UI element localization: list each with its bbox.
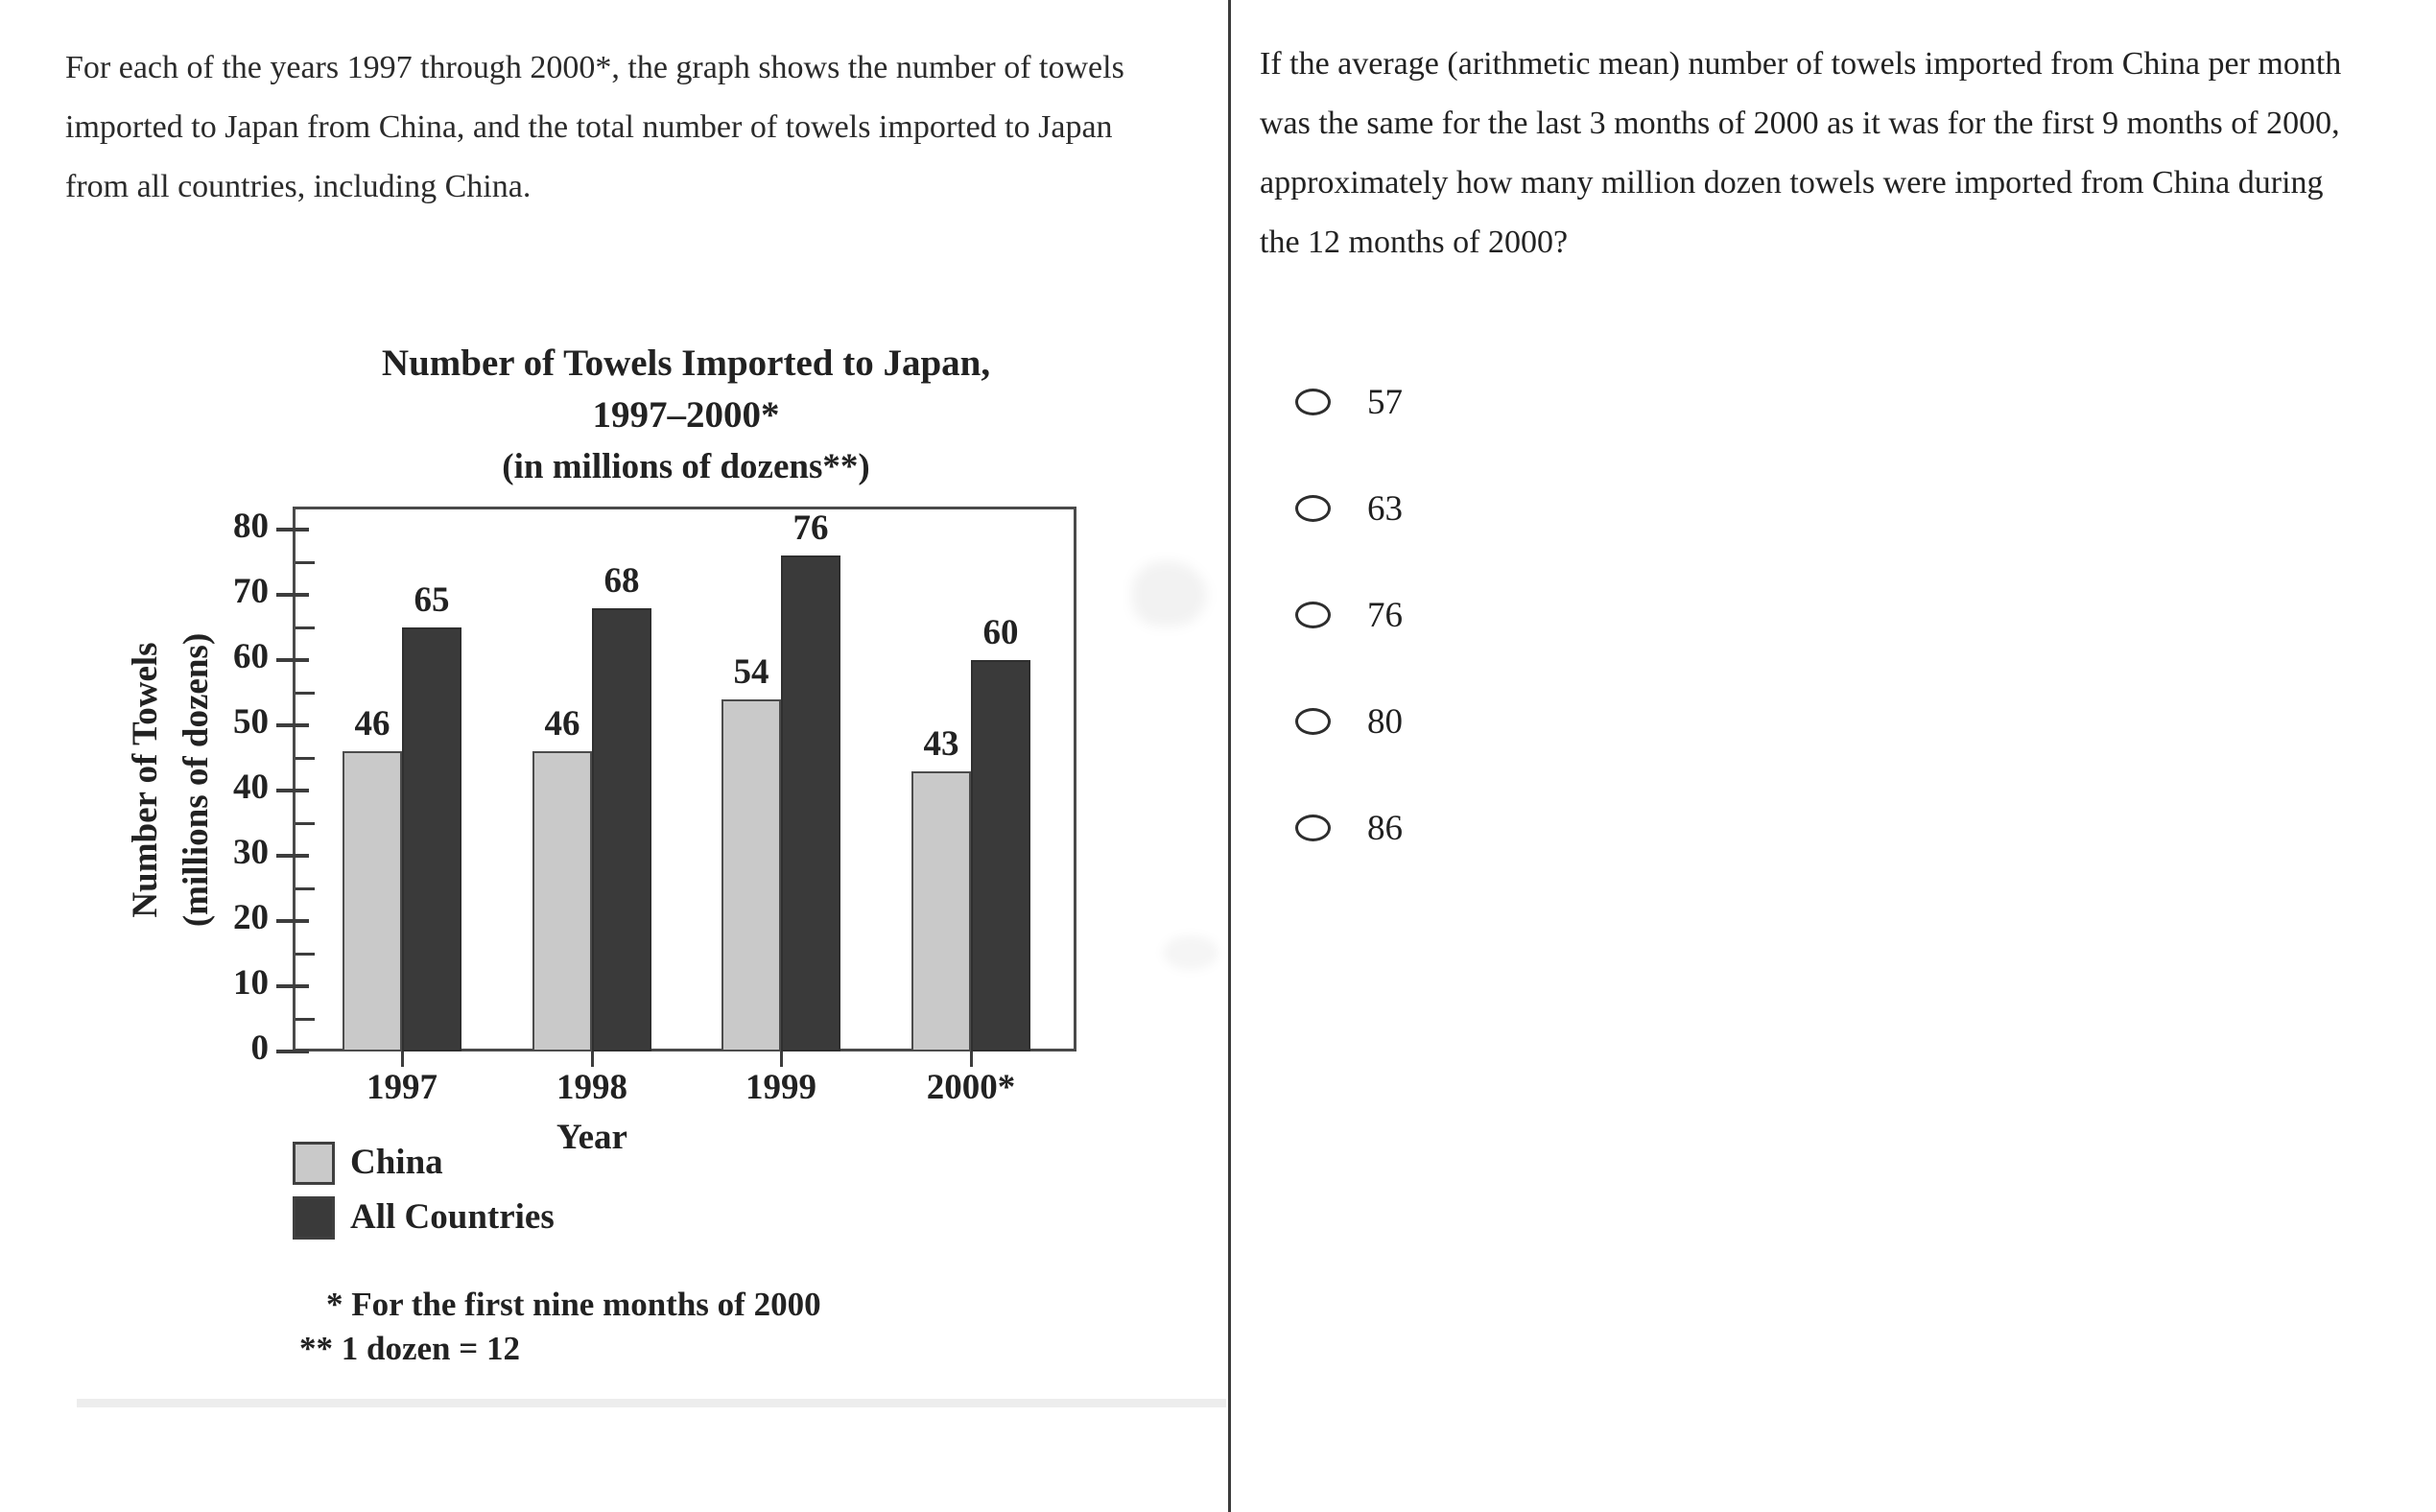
scan-artifact-band — [77, 1399, 1226, 1407]
y-tick-label: 80 — [233, 507, 269, 546]
y-minor-tick — [296, 756, 315, 760]
scan-smudge — [1163, 935, 1218, 970]
y-minor-tick — [296, 821, 315, 825]
answer-option[interactable]: 80 — [1295, 697, 1403, 746]
radio-icon[interactable] — [1295, 815, 1331, 841]
bar-china-1998 — [532, 751, 592, 1051]
y-major-tick — [276, 789, 309, 792]
chart-subtitle: (in millions of dozens**) — [502, 447, 870, 486]
bar-value-label: 46 — [354, 704, 390, 744]
bar-value-label: 46 — [544, 704, 580, 744]
stimulus-text: For each of the years 1997 through 2000*… — [65, 50, 1124, 204]
answer-options: 57 63 76 80 86 — [1231, 0, 2436, 1512]
y-minor-tick — [296, 952, 315, 956]
bar-value-label: 60 — [982, 613, 1019, 652]
stimulus-panel: For each of the years 1997 through 2000*… — [65, 50, 1226, 1407]
option-label: 86 — [1367, 808, 1403, 848]
radio-icon[interactable] — [1295, 495, 1331, 522]
bar-value-label: 43 — [923, 724, 959, 764]
bar-all-countries-1999 — [781, 555, 840, 1051]
answer-option[interactable]: 86 — [1295, 803, 1403, 853]
footnote-first-nine-months: * For the first nine months of 2000 — [326, 1286, 821, 1323]
y-major-tick — [276, 528, 309, 532]
bar-value-label: 65 — [414, 580, 450, 620]
option-label: 76 — [1367, 595, 1403, 635]
y-tick-label: 50 — [233, 702, 269, 742]
x-tick-label: 1999 — [745, 1068, 816, 1107]
footnote-dozen: ** 1 dozen = 12 — [299, 1330, 520, 1367]
y-major-tick — [276, 593, 309, 597]
question-text: If the average (arithmetic mean) number … — [1260, 46, 2342, 260]
scan-smudge — [1132, 561, 1207, 626]
towel-imports-chart: Number of Towels Imported to Japan, 1997… — [126, 338, 1076, 1367]
x-tick — [591, 1051, 594, 1067]
legend-label: All Countries — [350, 1197, 555, 1237]
y-major-tick — [276, 854, 309, 858]
y-tick-label: 20 — [233, 898, 269, 937]
legend-swatch — [293, 1196, 335, 1240]
x-tick-label: 1998 — [556, 1068, 627, 1107]
chart-title: Number of Towels Imported to Japan, 1997… — [302, 338, 1070, 493]
bar-all-countries-1997 — [402, 627, 461, 1051]
y-tick-label: 30 — [233, 833, 269, 872]
bar-value-label: 68 — [603, 561, 640, 601]
bar-china-2000* — [911, 771, 971, 1051]
option-label: 80 — [1367, 701, 1403, 742]
legend-label: China — [350, 1143, 443, 1182]
y-tick-label: 40 — [233, 768, 269, 807]
bar-value-label: 76 — [792, 508, 829, 548]
x-tick — [401, 1051, 404, 1067]
answer-option[interactable]: 63 — [1295, 484, 1403, 533]
x-axis-title: Year — [556, 1118, 627, 1157]
bar-all-countries-1998 — [592, 608, 651, 1051]
answer-option[interactable]: 57 — [1295, 377, 1403, 427]
y-axis-title-line1: Number of Towels — [126, 642, 165, 918]
y-major-tick — [276, 658, 309, 662]
radio-icon[interactable] — [1295, 708, 1331, 735]
y-minor-tick — [296, 626, 315, 629]
y-minor-tick — [296, 560, 315, 564]
chart-title-line2: 1997–2000* — [592, 394, 780, 436]
bar-value-label: 54 — [733, 652, 769, 692]
x-tick — [970, 1051, 973, 1067]
panel-divider — [1228, 0, 1231, 1512]
y-tick-label: 10 — [233, 963, 269, 1003]
chart-title-line1: Number of Towels Imported to Japan, — [381, 343, 991, 384]
radio-icon[interactable] — [1295, 389, 1331, 415]
y-minor-tick — [296, 691, 315, 695]
y-tick-label: 0 — [250, 1028, 270, 1068]
x-tick — [780, 1051, 783, 1067]
radio-icon[interactable] — [1295, 602, 1331, 628]
bar-china-1997 — [343, 751, 402, 1051]
option-label: 57 — [1367, 382, 1403, 422]
y-minor-tick — [296, 1017, 315, 1021]
option-label: 63 — [1367, 488, 1403, 529]
y-major-tick — [276, 723, 309, 727]
bar-china-1999 — [721, 699, 781, 1051]
y-tick-label: 70 — [233, 572, 269, 611]
y-tick-label: 60 — [233, 637, 269, 676]
y-minor-tick — [296, 886, 315, 890]
bar-all-countries-2000* — [971, 660, 1030, 1051]
y-major-tick — [276, 1050, 309, 1053]
y-major-tick — [276, 919, 309, 923]
x-tick-label: 1997 — [367, 1068, 438, 1107]
legend-swatch — [293, 1142, 335, 1185]
answer-option[interactable]: 76 — [1295, 590, 1403, 640]
question-panel: If the average (arithmetic mean) number … — [1231, 0, 2436, 1512]
y-major-tick — [276, 984, 309, 988]
x-tick-label: 2000* — [926, 1068, 1016, 1107]
